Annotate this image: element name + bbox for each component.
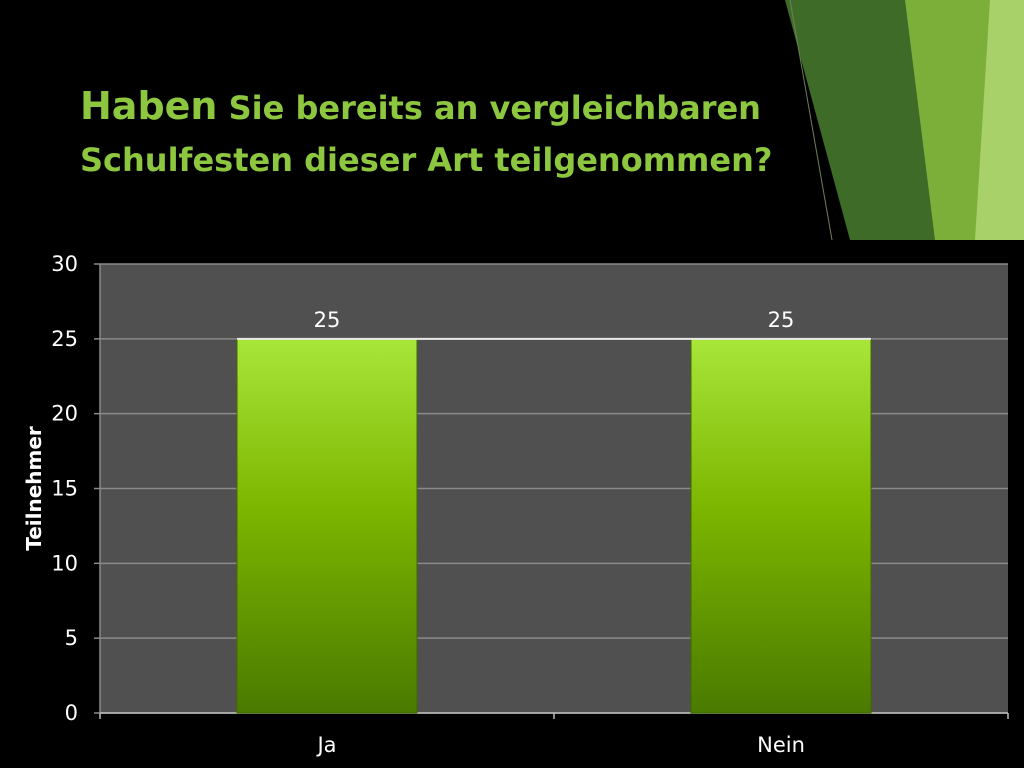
- data-label: 25: [768, 308, 795, 332]
- x-tick-label: Ja: [315, 733, 336, 757]
- bar: [236, 338, 418, 714]
- y-tick-label: 20: [51, 402, 78, 426]
- y-tick-label: 5: [65, 626, 78, 650]
- y-tick-label: 10: [51, 551, 78, 575]
- deco-line: [789, 0, 833, 241]
- x-tick-label: Nein: [757, 733, 805, 757]
- y-tick-label: 0: [65, 701, 78, 725]
- y-axis-title: Teilnehmer: [22, 426, 46, 551]
- y-tick-label: 25: [51, 327, 78, 351]
- slide-title: Haben Sie bereits an vergleichbaren Schu…: [80, 80, 780, 186]
- y-tick-label: 15: [51, 477, 78, 501]
- title-first-word: Haben: [80, 84, 218, 128]
- data-label: 25: [314, 308, 341, 332]
- bar: [690, 338, 872, 714]
- deco-light-green-panel: [975, 0, 1024, 240]
- title-rest: Sie bereits an vergleichbaren Schulfeste…: [80, 89, 773, 179]
- y-tick-label: 30: [51, 252, 78, 276]
